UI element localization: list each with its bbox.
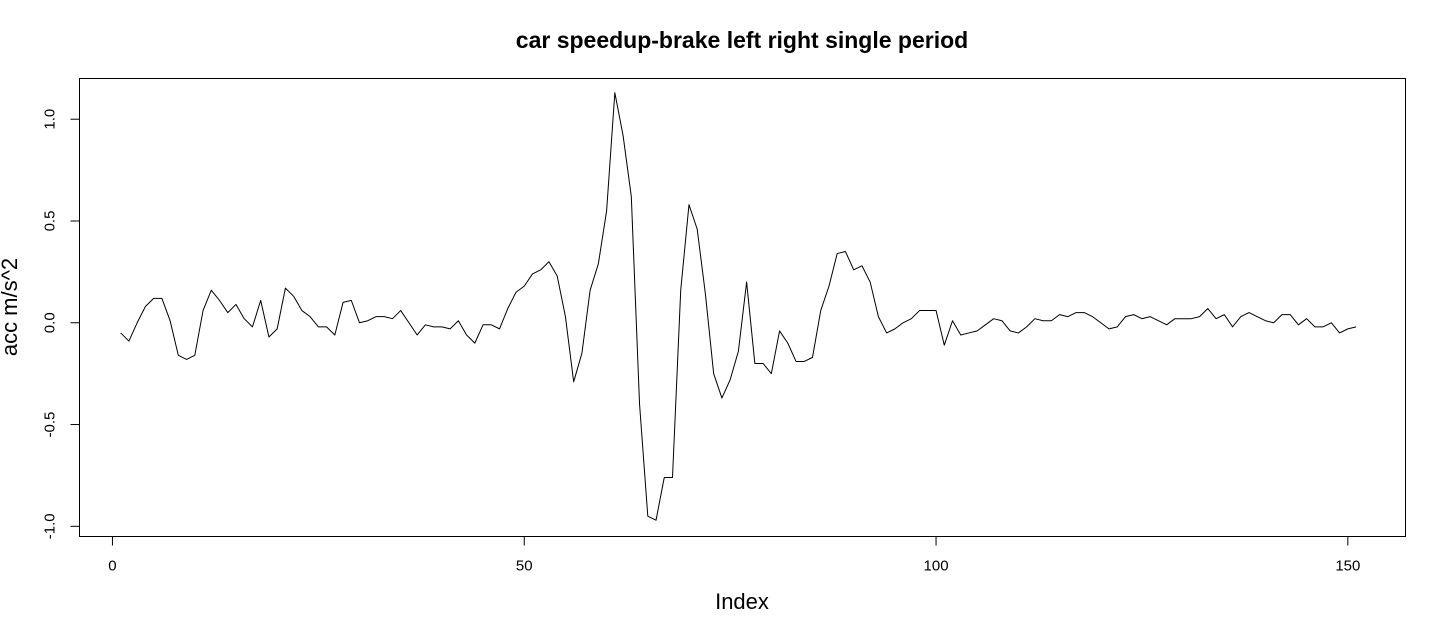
- y-axis: -1.0 -0.5 0.0 0.5 1.0: [42, 109, 80, 539]
- y-tick-label: 0.5: [42, 211, 59, 232]
- x-tick-label: 50: [516, 558, 533, 575]
- y-tick-label: -0.5: [42, 412, 59, 438]
- y-axis-label: acc m/s^2: [0, 258, 22, 356]
- series-line: [120, 92, 1357, 521]
- plot-frame: [79, 78, 1406, 537]
- x-tick-label: 150: [1335, 558, 1360, 575]
- x-tick-label: 0: [108, 558, 116, 575]
- x-axis-label: Index: [715, 589, 769, 614]
- chart-title: car speedup-brake left right single peri…: [516, 27, 968, 53]
- x-axis: 0 50 100 150: [108, 536, 1360, 575]
- y-tick-label: 0.0: [42, 312, 59, 333]
- x-tick-label: 100: [924, 558, 949, 575]
- y-tick-label: -1.0: [42, 513, 59, 539]
- y-tick-label: 1.0: [42, 109, 59, 130]
